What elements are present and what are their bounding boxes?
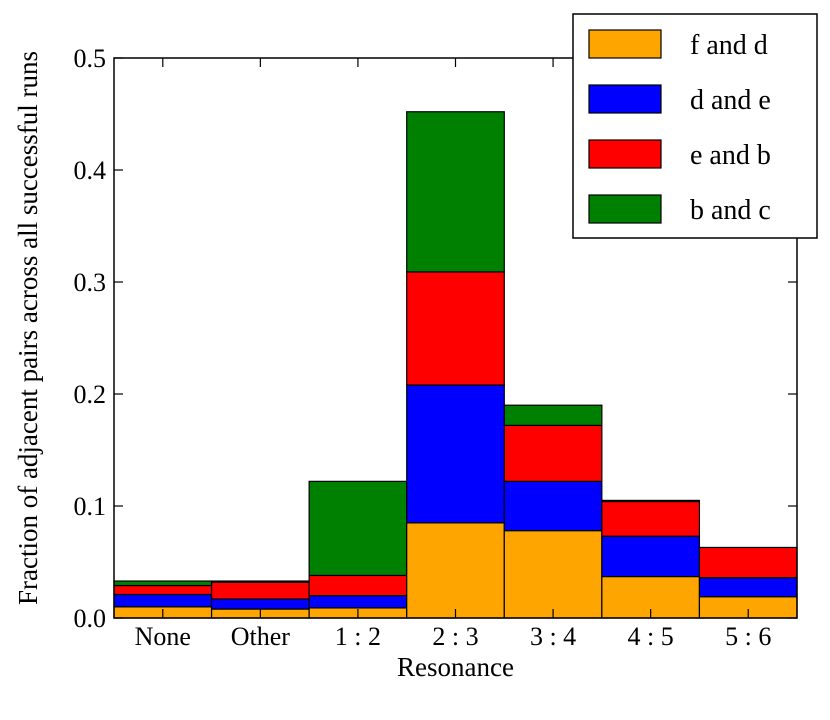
y-axis: 0.0 0.1 0.2 0.3 0.4 0.5 [74, 44, 797, 633]
x-tick-label: Other [231, 622, 291, 651]
bar-segment-b-and-c-3 [406, 111, 505, 273]
legend-swatch-b-and-c [588, 194, 662, 224]
bar-segment-b-and-c-2 [308, 480, 408, 577]
bar-segment-b-and-c-0 [113, 580, 213, 587]
bar-segment-d-and-e-5 [601, 535, 701, 578]
bar-segment-e-and-b-0 [113, 584, 213, 596]
y-tick-label: 0.0 [74, 604, 107, 633]
bar-segment-d-and-e-4 [503, 480, 603, 532]
bars-group [113, 111, 798, 619]
bar-segment-e-and-b-5 [601, 500, 701, 537]
x-tick-label: 2 : 3 [432, 622, 478, 651]
y-tick-label: 0.1 [74, 492, 107, 521]
legend-label: e and b [690, 140, 771, 171]
bar-segment-d-and-e-6 [698, 577, 798, 598]
legend-swatch-f-and-d [588, 29, 662, 59]
x-axis-label: Resonance [397, 652, 514, 682]
bar-segment-b-and-c-1 [210, 580, 310, 583]
y-tick-label: 0.3 [74, 268, 107, 297]
legend-swatch-e-and-b [588, 139, 662, 169]
legend: f and d d and e e and b b and c [572, 13, 818, 239]
bar-segment-e-and-b-2 [308, 574, 408, 597]
y-axis-label: Fraction of adjacent pairs across all su… [13, 51, 43, 605]
legend-swatch-d-and-e [588, 84, 662, 114]
y-tick-label: 0.2 [74, 380, 107, 409]
bar-segment-e-and-b-6 [698, 546, 798, 579]
bar-segment-e-and-b-4 [503, 424, 603, 482]
bar-segment-d-and-e-2 [308, 594, 408, 609]
x-tick-label: None [135, 622, 191, 651]
bar-segment-f-and-d-3 [406, 522, 505, 619]
x-tick-label: 5 : 6 [725, 622, 771, 651]
bar-segment-d-and-e-0 [113, 593, 213, 608]
bar-segment-d-and-e-1 [210, 598, 310, 610]
x-tick-label: 1 : 2 [335, 622, 381, 651]
x-tick-label: 3 : 4 [530, 622, 576, 651]
bar-segment-b-and-c-5 [601, 499, 701, 503]
legend-label: f and d [690, 30, 768, 61]
bar-segment-e-and-b-1 [210, 581, 310, 600]
bar-segment-e-and-b-3 [406, 271, 505, 386]
bar-segment-b-and-c-4 [503, 404, 603, 426]
bar-segment-d-and-e-3 [406, 384, 505, 524]
bar-segment-f-and-d-4 [503, 530, 603, 619]
x-axis: None Other 1 : 2 2 : 3 3 : 4 4 : 5 5 : 6 [135, 58, 771, 651]
legend-label: b and c [690, 195, 771, 226]
x-tick-label: 4 : 5 [628, 622, 674, 651]
legend-label: d and e [690, 85, 771, 116]
y-tick-label: 0.5 [74, 44, 107, 73]
y-tick-label: 0.4 [74, 156, 107, 185]
